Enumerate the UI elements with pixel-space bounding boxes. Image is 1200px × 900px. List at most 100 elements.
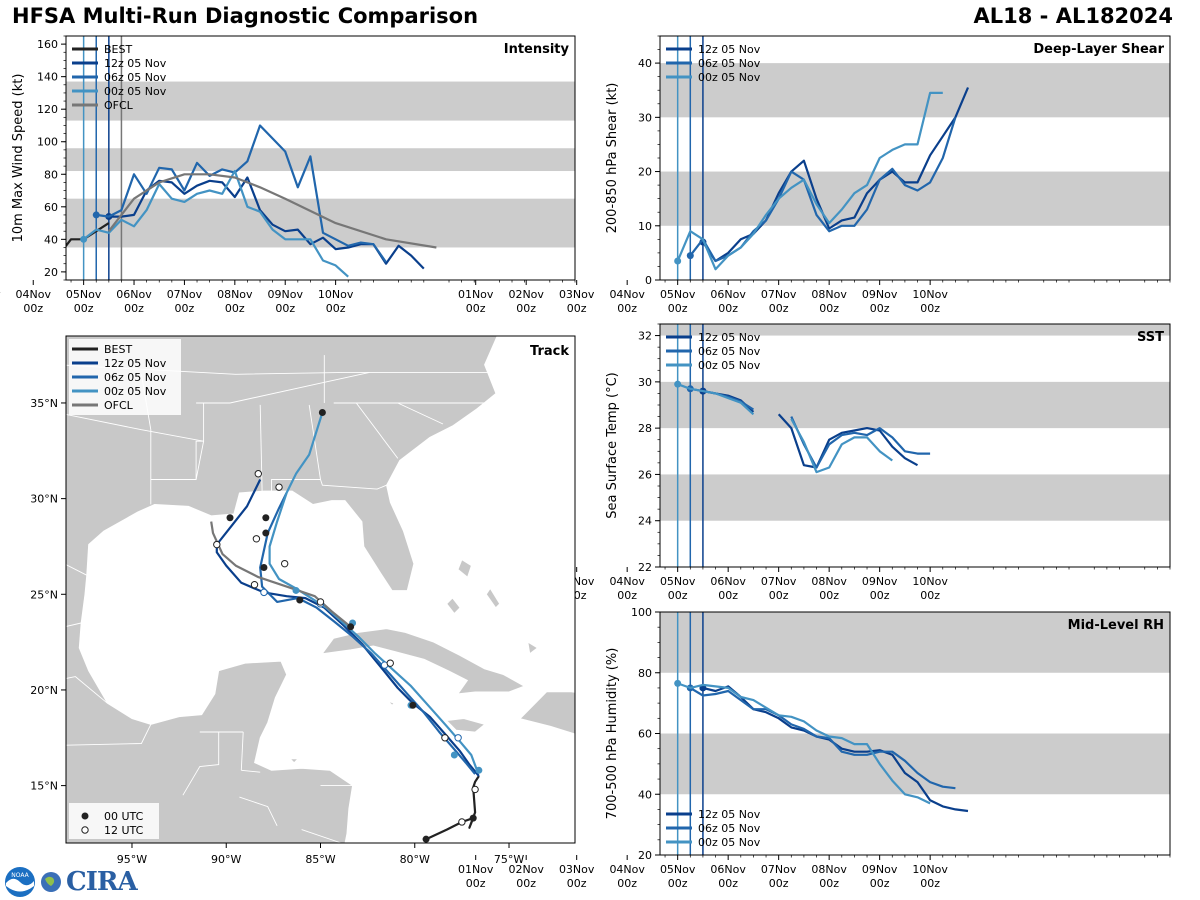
best-12utc-marker bbox=[458, 818, 466, 826]
land-hispaniola bbox=[519, 691, 575, 735]
legend-label-track: 12z 05 Nov bbox=[104, 357, 167, 370]
band-rh bbox=[660, 612, 1170, 673]
x-tick-label-intensity: 00z bbox=[124, 302, 144, 315]
x-tick-label-rh: 00z bbox=[870, 877, 890, 890]
border-line bbox=[308, 404, 321, 480]
x-tick-label-shear: 00z bbox=[668, 302, 688, 315]
y-tick-label-sst: 28 bbox=[638, 422, 652, 435]
panel-title-track: Track bbox=[530, 344, 569, 359]
x-tick-label-shear: 06Nov bbox=[710, 288, 746, 301]
axes-frame-sst bbox=[659, 323, 1171, 568]
x-tick-label-sst: 00z bbox=[920, 589, 940, 602]
band-rh bbox=[660, 733, 1170, 795]
globe-icon bbox=[41, 872, 61, 892]
x-tick-label-shear: 00z bbox=[718, 302, 738, 315]
legend-label-rh: 00z 05 Nov bbox=[698, 836, 761, 849]
x-tick-label-rh: 01Nov bbox=[458, 863, 494, 876]
legend-label-shear: 06z 05 Nov bbox=[698, 57, 761, 70]
series-start-dot-sst bbox=[674, 380, 682, 388]
band-shear bbox=[660, 171, 1170, 226]
logos: NOAA CIRA bbox=[4, 866, 138, 898]
land-cayman bbox=[388, 701, 395, 706]
legend-label-track: 00z 05 Nov bbox=[104, 385, 167, 398]
series-line-intensity bbox=[96, 124, 387, 263]
noaa-logo-icon: NOAA bbox=[5, 867, 35, 897]
border-line bbox=[66, 622, 82, 627]
x-tick-label-track: 75°W bbox=[494, 853, 524, 866]
panel-intensity: 2040608010012014016001Nov00z02Nov00z03No… bbox=[0, 35, 576, 315]
series-start-dot-intensity bbox=[92, 211, 100, 219]
x-tick-label-shear: 00z bbox=[870, 302, 890, 315]
legend-label-track: 06z 05 Nov bbox=[104, 371, 167, 384]
border-line bbox=[141, 429, 205, 480]
run-00utc-marker bbox=[475, 766, 483, 774]
best-12utc-marker bbox=[250, 581, 259, 589]
panel-title-shear: Deep-Layer Shear bbox=[1033, 42, 1164, 57]
best-00utc-marker bbox=[318, 409, 326, 417]
border-line bbox=[195, 403, 205, 480]
legend-label-sst: 06z 05 Nov bbox=[698, 345, 761, 358]
x-tick-label-shear: 08Nov bbox=[811, 288, 847, 301]
noaa-logo-text: NOAA bbox=[11, 872, 29, 879]
legend-label-intensity: BEST bbox=[104, 43, 132, 56]
x-tick-label-rh: 07Nov bbox=[761, 863, 797, 876]
best-00utc-marker bbox=[262, 514, 270, 522]
x-tick-label-rh: 05Nov bbox=[660, 863, 696, 876]
x-tick-label-intensity: 00z bbox=[275, 302, 295, 315]
y-tick-label-sst: 32 bbox=[638, 330, 652, 343]
x-tick-label-intensity: 00z bbox=[175, 302, 195, 315]
x-tick-label-shear: 00z bbox=[567, 302, 587, 315]
best-00utc-marker bbox=[347, 623, 355, 631]
y-axis-label-intensity: 10m Max Wind Speed (kt) bbox=[11, 74, 26, 243]
x-tick-label-rh: 06Nov bbox=[710, 863, 746, 876]
y-tick-label-shear: 0 bbox=[645, 274, 652, 287]
border-line bbox=[241, 769, 261, 773]
y-tick-label-shear: 40 bbox=[638, 57, 652, 70]
legend-label-rh: 12z 05 Nov bbox=[698, 808, 761, 821]
border-line bbox=[301, 829, 342, 843]
series-line-sst bbox=[790, 418, 893, 474]
x-tick-label-intensity: 00z bbox=[326, 302, 346, 315]
cira-logo-text: CIRA bbox=[66, 867, 138, 897]
x-tick-label-sst: 06Nov bbox=[710, 575, 746, 588]
x-tick-label-shear: 00z bbox=[617, 302, 637, 315]
plot-area-sst bbox=[660, 324, 1170, 567]
x-tick-label-shear: 05Nov bbox=[660, 288, 696, 301]
best-12utc-marker bbox=[386, 659, 394, 667]
run-12utc-marker bbox=[260, 588, 268, 597]
y-tick-label-intensity: 60 bbox=[44, 201, 58, 214]
border-line bbox=[66, 724, 152, 746]
x-tick-label-sst: 00z bbox=[819, 589, 839, 602]
best-12utc-marker bbox=[213, 540, 221, 549]
x-tick-label-sst: 07Nov bbox=[761, 575, 797, 588]
x-tick-label-rh: 03Nov bbox=[559, 863, 595, 876]
best-00utc-marker bbox=[296, 596, 304, 604]
x-tick-label-rh: 00z bbox=[769, 877, 789, 890]
border-line bbox=[66, 413, 142, 431]
y-tick-label-track: 20°N bbox=[30, 684, 58, 697]
legend-label-sst: 00z 05 Nov bbox=[698, 359, 761, 372]
y-tick-label-rh: 40 bbox=[638, 788, 652, 801]
y-tick-label-shear: 30 bbox=[638, 111, 652, 124]
plot-area-shear bbox=[660, 36, 1170, 280]
y-axis-label-shear: 200-850 hPa Shear (kt) bbox=[605, 83, 620, 234]
series-start-dot-rh bbox=[674, 679, 682, 687]
x-tick-label-shear: 00z bbox=[920, 302, 940, 315]
land-north-america bbox=[66, 336, 498, 843]
run-00utc-marker bbox=[292, 586, 300, 594]
best-12utc-marker bbox=[471, 785, 479, 794]
best-00utc-marker bbox=[469, 814, 477, 822]
legend-label-intensity: 00z 05 Nov bbox=[104, 85, 167, 98]
land-bahamas bbox=[527, 641, 539, 655]
legend-label-shear: 12z 05 Nov bbox=[698, 43, 761, 56]
best-12utc-marker bbox=[441, 734, 449, 742]
x-tick-label-shear: 07Nov bbox=[761, 288, 797, 301]
x-tick-label-shear: 00z bbox=[819, 302, 839, 315]
x-tick-label-intensity: 07Nov bbox=[167, 288, 203, 301]
x-tick-label-shear: 10Nov bbox=[912, 288, 948, 301]
best-12utc-marker bbox=[275, 483, 283, 491]
run-00utc-marker bbox=[450, 751, 458, 759]
legend-label-track: BEST bbox=[104, 343, 132, 356]
